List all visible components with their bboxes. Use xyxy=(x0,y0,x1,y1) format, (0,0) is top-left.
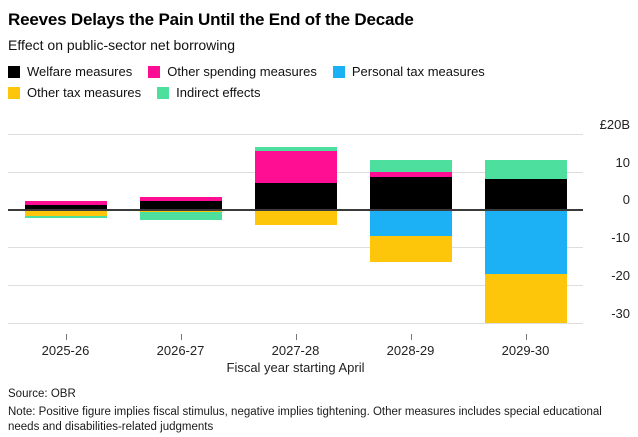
bar-segment xyxy=(24,201,107,205)
gridline xyxy=(8,247,583,249)
legend-swatch xyxy=(8,65,20,78)
bar-segment xyxy=(484,209,567,274)
gridline xyxy=(8,322,583,324)
bar-segment xyxy=(254,209,337,225)
legend-label: Welfare measures xyxy=(27,64,133,79)
legend-label: Other tax measures xyxy=(27,85,142,100)
legend-swatch xyxy=(148,65,161,78)
bar-segment xyxy=(484,179,567,210)
zero-baseline xyxy=(8,209,583,212)
legend: Welfare measures Other spending measures P… xyxy=(8,64,568,100)
y-axis-labels: £20B 10 0 -10 -20 -30 xyxy=(583,117,630,378)
source-text: Source: OBR xyxy=(8,388,76,400)
y-tick-label: -10 xyxy=(611,230,630,246)
bar-segment xyxy=(369,209,452,236)
bar-segment xyxy=(24,209,107,217)
x-tick-label: 2027-28 xyxy=(271,343,320,358)
gridline xyxy=(8,284,583,286)
legend-swatch xyxy=(332,65,345,78)
legend-swatch xyxy=(8,86,20,99)
x-tick-mark xyxy=(180,334,182,340)
bar-segment xyxy=(24,216,107,219)
x-tick-label: 2026-27 xyxy=(156,343,205,358)
x-tick-label: 2028-29 xyxy=(386,343,435,358)
x-tick-mark xyxy=(65,334,67,340)
x-axis-title: Fiscal year starting April xyxy=(226,360,365,375)
y-axis-unit-label: £20B xyxy=(599,117,630,132)
bar-segment xyxy=(254,147,337,151)
bar-segment xyxy=(369,235,452,263)
x-tick-mark xyxy=(295,334,297,340)
legend-label: Other spending measures xyxy=(167,64,317,79)
y-tick-label: 10 xyxy=(615,154,630,170)
y-tick-label: -30 xyxy=(611,305,630,321)
bar-segment xyxy=(484,160,567,180)
bar-segment xyxy=(24,204,107,210)
bar-segment xyxy=(139,211,222,221)
gridline xyxy=(8,134,583,135)
bar-segment xyxy=(369,171,452,178)
x-tick-mark xyxy=(410,334,412,340)
bar-segment xyxy=(369,160,452,172)
y-tick-label: 0 xyxy=(622,192,630,208)
x-tick-label: 2029-30 xyxy=(501,343,550,358)
legend-item: Indirect effects xyxy=(157,85,260,100)
plot-area: 2025-26 2026-27 2027-28 2028-29 2029-30 xyxy=(8,134,583,378)
bar-segment xyxy=(139,201,222,210)
legend-item: Other spending measures xyxy=(148,64,317,79)
bar-segment xyxy=(369,177,452,210)
legend-item: Welfare measures xyxy=(8,64,132,79)
bar-segment xyxy=(254,150,337,184)
x-tick-mark xyxy=(525,334,527,340)
bar-segment xyxy=(484,273,567,323)
x-tick-label: 2025-26 xyxy=(41,343,90,358)
legend-label: Indirect effects xyxy=(176,85,261,100)
legend-label: Personal tax measures xyxy=(351,64,485,79)
chart-area: 2025-26 2026-27 2027-28 2028-29 2029-30 £20B… xyxy=(8,116,630,360)
chart-subtitle: Effect on public-sector net borrowing xyxy=(8,37,235,53)
bar-segment xyxy=(139,196,222,202)
legend-swatch xyxy=(157,86,170,99)
bar-segment xyxy=(254,183,337,210)
chart-title: Reeves Delays the Pain Until the End of … xyxy=(8,10,414,29)
legend-item: Personal tax measures xyxy=(332,64,485,79)
y-tick-label: -20 xyxy=(611,267,630,283)
footer: Source: OBR Note: Positive figure implie… xyxy=(8,387,630,436)
legend-item: Other tax measures xyxy=(8,85,141,100)
note-text: Note: Positive figure implies fiscal sti… xyxy=(8,406,602,434)
